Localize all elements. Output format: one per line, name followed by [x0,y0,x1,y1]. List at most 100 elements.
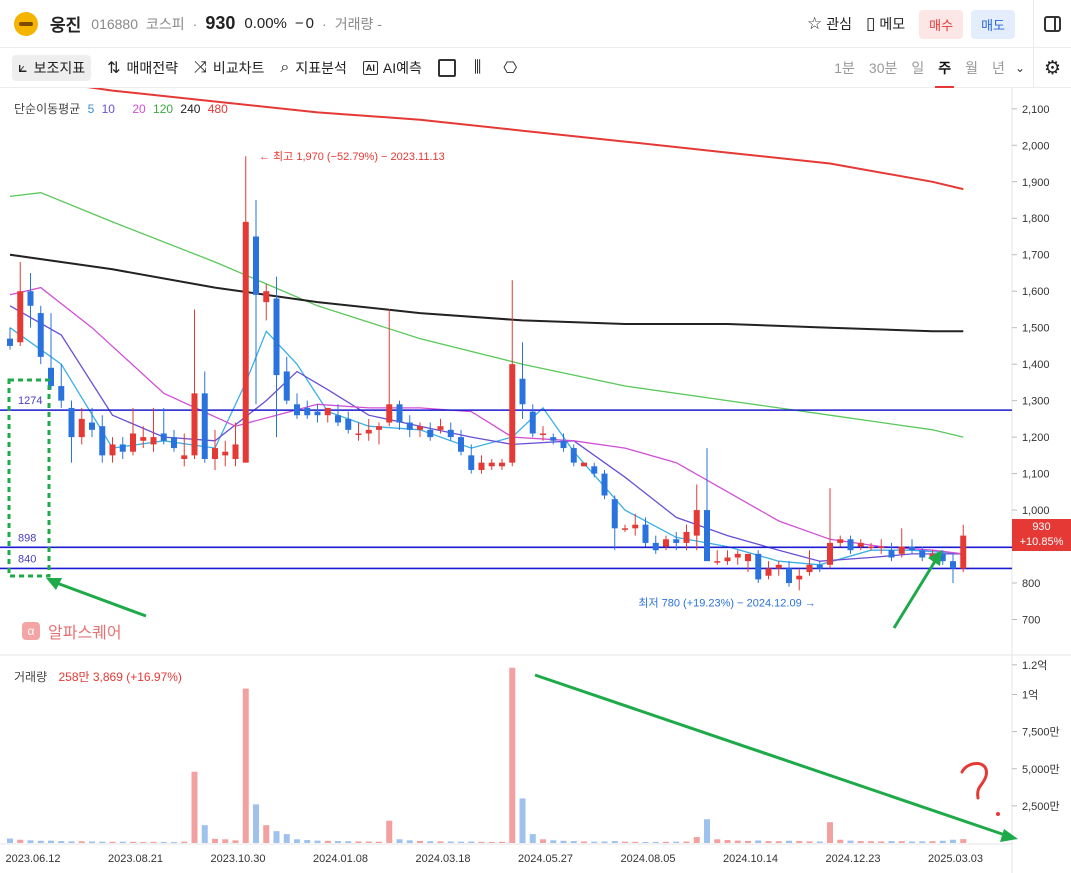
period-month[interactable]: 월 [965,60,979,76]
gear-icon[interactable]: ⚙ [1033,48,1071,88]
volume-bar [263,825,270,843]
candle-body [140,437,147,441]
candle-body [7,338,13,346]
time-tick-label: 2023.08.21 [108,853,163,865]
volume-bar [837,839,844,843]
strategy-icon: ⇅ [107,59,121,77]
volume-bar [355,841,362,843]
screenshot-button[interactable]: ⎔ [503,58,523,78]
period-week[interactable]: 주 [935,48,955,88]
watch-button[interactable]: ☆ 관심 [807,14,852,34]
volume-bar [386,820,393,843]
sell-button[interactable]: 매도 [971,9,1015,39]
user-arrow-left [53,580,147,618]
ma-line-240 [9,253,964,333]
star-icon: ☆ [807,14,823,33]
candle-body [714,561,721,563]
candle-body [263,291,270,303]
indicator-button[interactable]: ⟀ 보조지표 [12,54,92,81]
panel-icon [1044,16,1061,32]
volume-bar [242,688,249,843]
volume-bar [581,841,587,843]
volume-bar [868,841,874,843]
volume-bar [632,841,639,843]
horizontal-line-label: 898 [18,532,36,544]
candle-type-button[interactable]: ⫼ [474,59,487,77]
candle-body [222,451,229,456]
price-tick-label: 1,600 [1022,286,1050,298]
volume-bar [663,841,669,843]
volume-bar [58,841,65,843]
ai-predict-button[interactable]: AI AI예측 [362,58,422,78]
candle-body [253,236,259,295]
candle-body [734,553,741,558]
alphasquare-logo-icon: α [22,622,40,640]
user-arrowhead-trend [1000,829,1018,842]
ma-line-120 [9,192,964,438]
user-arrow-right [892,557,939,629]
volume-bar [786,840,792,843]
volume-bar [683,841,690,843]
market-name: 코스피 [146,15,185,32]
candle-body [796,575,803,580]
high-annotation: ← 최고 1,970 (−52.79%) − 2023.11.13 [259,150,445,163]
volume-bar [509,667,516,843]
memo-icon: ▯ [866,14,876,33]
candle-body [950,561,956,569]
volume-bar [673,841,680,843]
memo-button[interactable]: ▯ 메모 [866,14,905,34]
candle-body [78,418,85,438]
volume-bar [324,840,331,843]
volume-bar [642,841,649,843]
buy-button[interactable]: 매수 [919,9,964,39]
watermark: α 알파스퀘어 [22,619,122,643]
volume-tick-label: 1.2억 [1022,659,1047,672]
volume-bar [847,840,854,843]
volume-bar [796,840,803,843]
ai-predict-label: AI예측 [382,59,422,76]
period-selector: 1분 30분 일 주 월 년 ⌄ [820,48,1025,88]
candle-body [324,407,331,416]
candle-body [601,473,608,496]
volume-bar [222,839,229,843]
period-30min[interactable]: 30분 [868,60,898,76]
volume-bar [857,841,864,843]
period-day[interactable]: 일 [911,60,925,76]
volume-bar [478,841,485,843]
strategy-label: 매매전략 [126,59,179,76]
candle-body [560,440,567,449]
ma-legend: 단순이동평균 5 10 20 120 240 480 [14,100,232,117]
volume-bar [437,841,444,843]
volume-bar [191,771,198,843]
volume-bar [745,840,751,843]
candle-body [704,510,710,562]
volume-bar [294,839,300,843]
volume-bar [714,839,721,843]
candle-body [294,404,300,416]
volume-bar [99,841,106,843]
volume-bar [396,839,403,843]
price-chart[interactable]: 7008009001,0001,1001,2001,3001,4001,5001… [0,88,1071,873]
volume-bar [7,838,13,843]
analysis-button[interactable]: ⌕ 지표분석 [280,58,347,78]
period-year[interactable]: 년 [992,60,1005,76]
strategy-button[interactable]: ⇅ 매매전략 [107,58,178,78]
price-tick-label: 1,800 [1022,213,1050,225]
candle-body [386,404,393,423]
time-tick-label: 2024.05.27 [518,853,573,865]
draw-rect-icon[interactable] [437,58,456,77]
compare-button[interactable]: ⤨ 비교차트 [194,58,264,78]
user-question-mark [960,762,988,800]
period-1min[interactable]: 1분 [834,60,855,76]
volume-bar [68,841,75,843]
volume-bar [130,841,136,843]
volume-bar [406,840,413,843]
volume-bar [78,841,85,843]
stock-code: 016880 [91,15,138,32]
candle-body [181,455,188,460]
candle-body [581,462,587,467]
time-tick-label: 2024.12.23 [825,853,880,865]
side-panel-button[interactable] [1033,0,1071,48]
chevron-down-icon[interactable]: ⌄ [1014,61,1025,75]
volume-bar [816,841,823,843]
